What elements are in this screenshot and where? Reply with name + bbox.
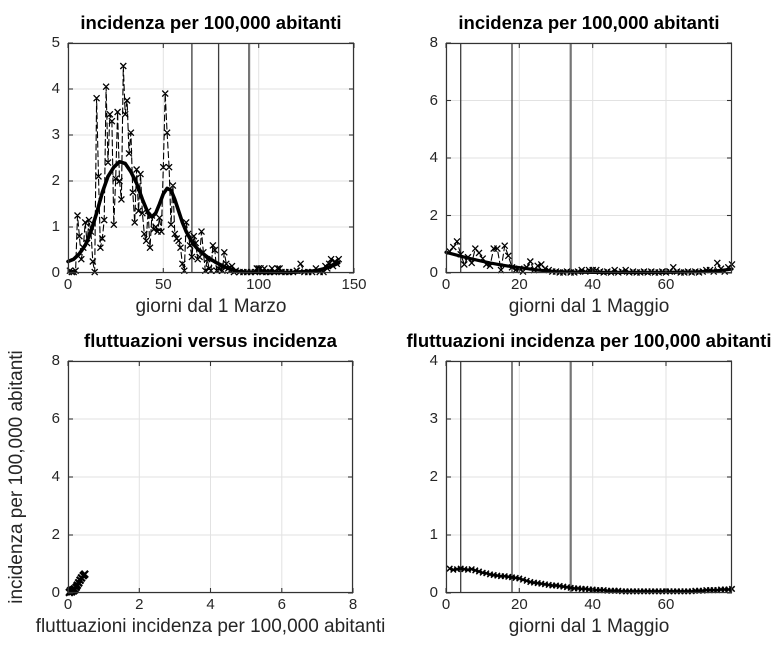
chart-title: incidenza per 100,000 abitanti [80, 12, 342, 33]
series-markers-fluttuazioni-vs-incidenza [65, 570, 89, 597]
x-tick-label: 6 [277, 596, 286, 613]
series-line-incidenza-giornaliera [449, 240, 733, 273]
series-line-fluttuazioni-giornaliere [448, 567, 733, 593]
series-markers-incidenza-giornaliera [446, 237, 736, 276]
y-tick-label: 6 [429, 91, 438, 109]
plot-box [445, 360, 733, 594]
x-tick-label: 2 [135, 596, 144, 613]
y-tick-label: 3 [51, 126, 60, 143]
series-line-fluttuazioni-vs-incidenza [68, 572, 86, 594]
x-tick-label: 4 [206, 596, 215, 613]
y-tick-label: 0 [51, 264, 60, 281]
y-tick-label: 3 [429, 410, 438, 427]
y-tick-label: 6 [51, 410, 60, 427]
x-tick-label: 60 [657, 276, 675, 293]
x-tick-label: 40 [584, 276, 601, 293]
y-axis-label: incidenza per 100,000 abitanti [6, 350, 27, 604]
series-markers-fluttuazioni-giornaliere [446, 565, 736, 595]
plot-area [444, 42, 736, 276]
x-axis-label: giorni dal 1 Maggio [508, 296, 670, 317]
plot-area [66, 42, 355, 276]
x-tick-label: 50 [154, 276, 172, 293]
y-tick-label: 4 [429, 149, 438, 166]
y-tick-label: 4 [51, 468, 60, 485]
plot-area [445, 360, 736, 595]
x-tick-label: 20 [510, 276, 528, 293]
y-tick-label: 2 [429, 206, 438, 224]
plot-area [65, 360, 354, 597]
x-tick-label: 0 [63, 596, 73, 613]
x-axis-label: giorni dal 1 Maggio [508, 616, 670, 637]
x-tick-label: 150 [341, 276, 367, 293]
y-tick-label: 0 [51, 584, 60, 601]
y-tick-label: 5 [51, 34, 60, 51]
x-tick-label: 0 [63, 276, 73, 293]
x-tick-label: 20 [510, 596, 528, 613]
x-tick-label: 0 [441, 596, 451, 613]
plot-box [67, 42, 355, 274]
series-line-incidenza-media-mobile [66, 159, 341, 275]
x-tick-label: 0 [441, 276, 451, 293]
series-line-incidenza-giornaliera [69, 65, 340, 273]
chart-title: incidenza per 100,000 abitanti [458, 12, 720, 33]
x-tick-label: 100 [246, 276, 272, 293]
series-line-incidenza-media-mobile [444, 250, 734, 274]
y-tick-label: 2 [429, 468, 438, 485]
y-tick-label: 0 [429, 264, 438, 281]
plot-box [445, 42, 733, 274]
plot-box [67, 360, 354, 594]
x-tick-label: 40 [584, 596, 601, 613]
x-tick-label: 8 [348, 596, 358, 613]
x-axis-label: fluttuazioni incidenza per 100,000 abita… [35, 616, 386, 637]
chart-title: fluttuazioni incidenza per 100,000 abita… [406, 330, 772, 351]
y-tick-label: 8 [429, 34, 438, 51]
y-tick-label: 8 [51, 352, 60, 369]
y-tick-label: 2 [51, 172, 60, 189]
y-tick-label: 2 [51, 526, 60, 543]
x-axis-label: giorni dal 1 Marzo [135, 296, 287, 317]
series-markers-incidenza-giornaliera [66, 62, 343, 276]
chart-title: fluttuazioni versus incidenza [84, 330, 337, 351]
x-tick-label: 60 [657, 596, 675, 613]
y-tick-label: 1 [51, 218, 60, 235]
y-tick-label: 4 [51, 80, 60, 97]
y-tick-label: 0 [429, 584, 438, 601]
y-tick-label: 1 [429, 526, 438, 543]
y-tick-label: 4 [429, 352, 438, 369]
